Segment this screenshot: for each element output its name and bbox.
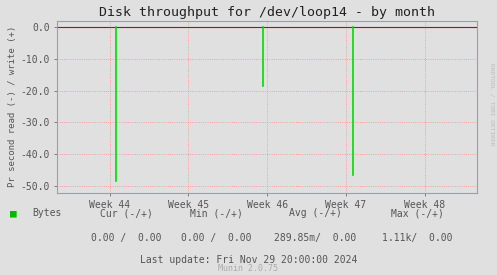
Text: Last update: Fri Nov 29 20:00:00 2024: Last update: Fri Nov 29 20:00:00 2024 xyxy=(140,255,357,265)
Title: Disk throughput for /dev/loop14 - by month: Disk throughput for /dev/loop14 - by mon… xyxy=(99,6,435,20)
Y-axis label: Pr second read (-) / write (+): Pr second read (-) / write (+) xyxy=(8,26,17,187)
Text: Bytes: Bytes xyxy=(32,208,62,218)
Text: Munin 2.0.75: Munin 2.0.75 xyxy=(219,264,278,273)
Text: 0.00 /  0.00: 0.00 / 0.00 xyxy=(181,233,251,243)
Text: 1.11k/  0.00: 1.11k/ 0.00 xyxy=(382,233,453,243)
Text: ■: ■ xyxy=(10,208,17,218)
Text: 0.00 /  0.00: 0.00 / 0.00 xyxy=(91,233,162,243)
Text: Cur (-/+): Cur (-/+) xyxy=(100,208,153,218)
Text: Min (-/+): Min (-/+) xyxy=(190,208,243,218)
Text: RRDTOOL / TOBI OETIKER: RRDTOOL / TOBI OETIKER xyxy=(490,63,495,146)
Text: 289.85m/  0.00: 289.85m/ 0.00 xyxy=(274,233,357,243)
Text: Avg (-/+): Avg (-/+) xyxy=(289,208,342,218)
Text: Max (-/+): Max (-/+) xyxy=(391,208,444,218)
